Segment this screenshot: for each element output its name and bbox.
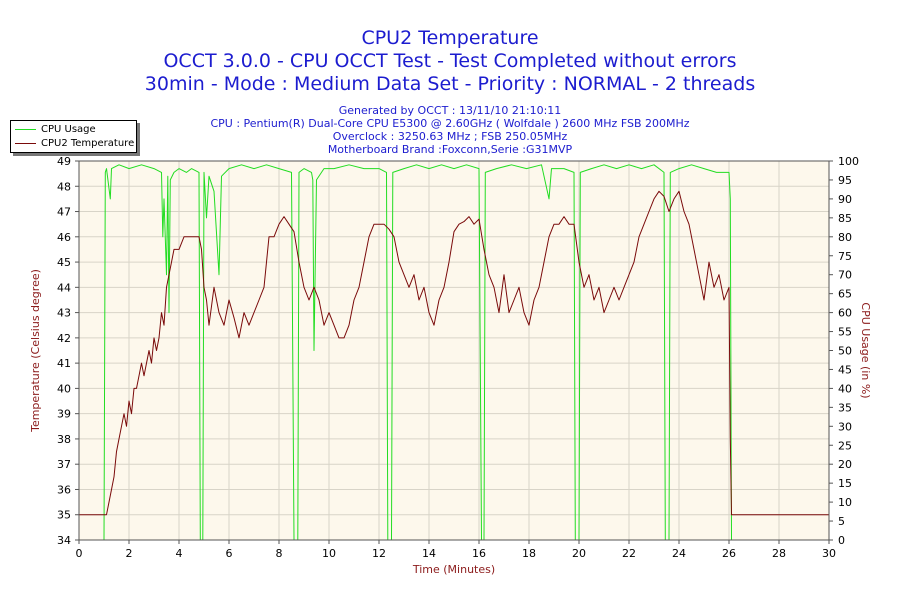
y-right-tick-label: 35 xyxy=(838,401,852,414)
x-tick-label: 20 xyxy=(572,547,586,560)
y-left-tick-label: 38 xyxy=(57,433,71,446)
y-right-tick-label: 40 xyxy=(838,382,852,395)
x-tick-label: 14 xyxy=(422,547,436,560)
y-right-tick-label: 100 xyxy=(838,155,859,168)
chart-title: CPU2 Temperature xyxy=(361,27,539,49)
info-generated: Generated by OCCT : 13/11/10 21:10:11 xyxy=(338,104,562,117)
y-left-tick-label: 35 xyxy=(57,509,71,522)
legend-item-cpu2-temperature: CPU2 Temperature xyxy=(15,137,134,150)
y-right-tick-label: 5 xyxy=(838,515,845,528)
y-left-tick-label: 39 xyxy=(57,408,71,421)
chart-subtitle-test: OCCT 3.0.0 - CPU OCCT Test - Test Comple… xyxy=(163,50,737,72)
y-right-tick-label: 30 xyxy=(838,420,852,433)
y-right-tick-label: 25 xyxy=(838,439,852,452)
x-axis-title: Time (Minutes) xyxy=(412,563,495,576)
x-tick-label: 0 xyxy=(76,547,83,560)
x-tick-label: 24 xyxy=(672,547,686,560)
y-right-tick-label: 10 xyxy=(838,496,852,509)
info-overclock: Overclock : 3250.63 MHz ; FSB 250.05MHz xyxy=(332,130,568,143)
x-tick-label: 26 xyxy=(722,547,736,560)
x-tick-label: 16 xyxy=(472,547,486,560)
legend-swatch-cpu-usage xyxy=(15,129,36,130)
series-layer xyxy=(79,164,829,541)
plot-area xyxy=(79,161,829,540)
info-motherboard: Motherboard Brand :Foxconn,Serie :G31MVP xyxy=(327,143,573,156)
x-tick-label: 28 xyxy=(772,547,786,560)
y-right-tick-label: 20 xyxy=(838,458,852,471)
x-tick-label: 2 xyxy=(126,547,133,560)
legend-swatch-cpu2-temperature xyxy=(15,143,36,144)
y-right-tick-label: 75 xyxy=(838,250,852,263)
y-left-tick-label: 45 xyxy=(57,256,71,269)
y-right-tick-label: 90 xyxy=(838,193,852,206)
y-right-tick-label: 95 xyxy=(838,174,852,187)
y-left-tick-label: 40 xyxy=(57,382,71,395)
series-line-cpu-usage xyxy=(79,164,829,541)
y-left-tick-label: 34 xyxy=(57,534,71,547)
x-tick-label: 4 xyxy=(176,547,183,560)
x-tick-label: 22 xyxy=(622,547,636,560)
chart-subtitle-mode: 30min - Mode : Medium Data Set - Priorit… xyxy=(144,73,756,95)
y-left-tick-label: 36 xyxy=(57,483,71,496)
legend-item-cpu-usage: CPU Usage xyxy=(15,123,96,136)
y-left-tick-label: 47 xyxy=(57,206,71,219)
y-left-tick-label: 41 xyxy=(57,357,71,370)
y-right-tick-label: 15 xyxy=(838,477,852,490)
y-left-tick-label: 48 xyxy=(57,180,71,193)
y-right-tick-label: 85 xyxy=(838,212,852,225)
x-tick-label: 18 xyxy=(522,547,536,560)
y-right-tick-label: 70 xyxy=(838,269,852,282)
y-axis-left-title: Temperature (Celsius degree) xyxy=(29,269,42,433)
y-right-tick-label: 0 xyxy=(838,534,845,547)
y-left-tick-label: 46 xyxy=(57,231,71,244)
y-right-tick-label: 60 xyxy=(838,307,852,320)
series-line-cpu2-temperature xyxy=(79,190,829,516)
y-left-tick-label: 43 xyxy=(57,307,71,320)
y-left-tick-label: 37 xyxy=(57,458,71,471)
legend: CPU Usage CPU2 Temperature xyxy=(10,120,137,153)
y-left-tick-label: 44 xyxy=(57,281,71,294)
y-right-tick-label: 65 xyxy=(838,288,852,301)
y-left-tick-label: 49 xyxy=(57,155,71,168)
x-tick-label: 30 xyxy=(822,547,836,560)
y-left-tick-label: 42 xyxy=(57,332,71,345)
x-tick-label: 10 xyxy=(322,547,336,560)
y-axis-right-title: CPU Usage (in %) xyxy=(859,302,872,398)
info-cpu: CPU : Pentium(R) Dual-Core CPU E5300 @ 2… xyxy=(210,117,690,130)
x-tick-label: 6 xyxy=(226,547,233,560)
x-tick-label: 8 xyxy=(276,547,283,560)
axes: 0 2 4 6 8 10 12 14 16 18 20 22 24 26 28 303435363738394… xyxy=(57,155,859,560)
y-right-tick-label: 45 xyxy=(838,363,852,376)
y-right-tick-label: 50 xyxy=(838,345,852,358)
y-right-tick-label: 80 xyxy=(838,231,852,244)
legend-label-cpu-usage: CPU Usage xyxy=(41,124,96,135)
y-right-tick-label: 55 xyxy=(838,326,852,339)
x-tick-label: 12 xyxy=(372,547,386,560)
legend-label-cpu2-temperature: CPU2 Temperature xyxy=(41,138,135,149)
